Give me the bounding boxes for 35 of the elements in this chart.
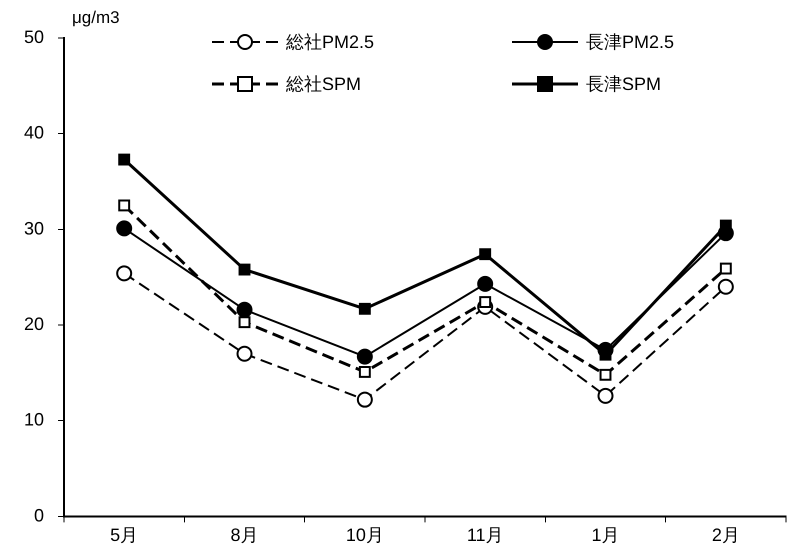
x-tick-label: 2月	[712, 525, 740, 546]
legend-label: 総社PM2.5	[286, 31, 374, 54]
point	[598, 388, 614, 404]
y-tick-label: 40	[24, 122, 44, 143]
legend-label: 長津PM2.5	[586, 31, 674, 54]
point	[116, 265, 132, 282]
point	[236, 302, 253, 318]
point	[116, 220, 132, 236]
point	[118, 199, 130, 212]
x-tick-label: 8月	[230, 525, 259, 546]
point	[358, 302, 371, 315]
y-axis-title: μg/m3	[72, 8, 120, 28]
point	[238, 264, 250, 276]
legend-label: 総社SPM	[286, 73, 362, 96]
x-tick-label: 1月	[592, 525, 620, 546]
point	[600, 368, 612, 381]
legend-label: 長津SPM	[586, 73, 662, 96]
point	[358, 366, 371, 378]
y-tick-label: 30	[24, 218, 44, 238]
point	[356, 348, 373, 365]
y-tick-label: 20	[24, 314, 44, 334]
point	[118, 154, 130, 166]
point	[718, 278, 734, 295]
x-tick-label: 11月	[466, 525, 504, 546]
point	[479, 248, 492, 260]
point	[236, 346, 253, 362]
point	[356, 392, 373, 408]
x-tick-label: 5月	[110, 525, 138, 546]
y-tick-label: 50	[24, 26, 44, 47]
point	[477, 276, 494, 292]
x-tick-label: 10月	[346, 525, 384, 546]
point	[238, 316, 250, 328]
y-tick-label: 0	[34, 505, 44, 526]
point	[720, 262, 732, 275]
y-tick-label: 10	[24, 410, 44, 430]
